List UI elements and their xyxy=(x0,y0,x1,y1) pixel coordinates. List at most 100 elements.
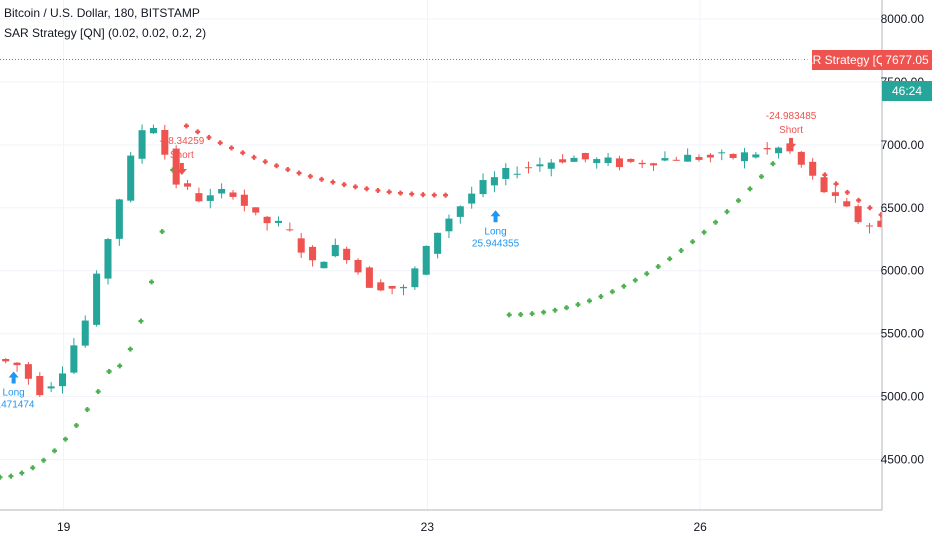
candle-body xyxy=(684,154,692,162)
candle-body xyxy=(524,167,533,169)
candle-body xyxy=(513,173,521,175)
candle-body xyxy=(13,362,21,366)
long-arrow-icon xyxy=(8,371,19,384)
candle-body xyxy=(184,183,192,187)
candle-body xyxy=(320,261,328,269)
candle-body xyxy=(104,239,112,279)
candle-body xyxy=(604,157,612,164)
time-axis-ticks: 19232629Apr691316202327 xyxy=(57,520,707,534)
candle-body xyxy=(172,148,180,185)
candle-body xyxy=(252,207,260,213)
candle-body xyxy=(138,130,146,159)
candle-body xyxy=(93,273,101,325)
price-tick-label: 8000.00 xyxy=(881,12,925,26)
candle-body xyxy=(206,195,214,201)
price-tick-label: 7000.00 xyxy=(881,138,925,152)
candle-body xyxy=(218,189,226,194)
candle-body xyxy=(752,154,760,158)
candle-body xyxy=(809,161,817,176)
short-signal-label: Short xyxy=(170,150,194,161)
candle-body xyxy=(706,154,714,158)
candle-body xyxy=(865,225,874,227)
long-signal-label: Long xyxy=(3,387,25,398)
candle-body xyxy=(47,386,55,389)
candle-body xyxy=(740,152,748,162)
short-arrow-icon xyxy=(176,163,187,176)
short-signal-label: Short xyxy=(779,125,803,136)
candle-body xyxy=(240,194,248,206)
candle-body xyxy=(877,220,885,227)
symbol-title[interactable]: Bitcoin / U.S. Dollar, 180, BITSTAMP xyxy=(4,6,200,20)
candle-body xyxy=(490,177,498,186)
trade-signals: Long.1471474Short-28.34259Long25.944355S… xyxy=(0,111,817,411)
candle-body xyxy=(831,192,839,196)
candle-body xyxy=(593,159,601,164)
price-tick-label: 6000.00 xyxy=(881,264,925,278)
strategy-tag-value: 7677.05 xyxy=(885,53,929,67)
short-signal-value: -28.34259 xyxy=(159,136,204,147)
parabolic-sar-markers xyxy=(0,123,929,480)
candle-body xyxy=(638,162,646,165)
candle-body xyxy=(263,216,271,224)
candle-body xyxy=(377,282,385,291)
candle-body xyxy=(615,158,623,168)
candle-body xyxy=(547,162,555,169)
time-tick-label: 19 xyxy=(57,520,71,534)
candle-body xyxy=(343,248,351,261)
candle-body xyxy=(309,246,317,261)
countdown-value: 46:24 xyxy=(892,84,922,98)
candle-body xyxy=(456,206,464,217)
candle-body xyxy=(422,245,430,275)
candle-body xyxy=(581,152,589,160)
candle-body xyxy=(570,157,578,162)
candle-body xyxy=(115,199,123,239)
candle-body xyxy=(24,364,32,379)
price-tick-label: 5000.00 xyxy=(881,390,925,404)
candle-body xyxy=(559,159,567,163)
indicator-title[interactable]: SAR Strategy [QN] (0.02, 0.02, 0.2, 2) xyxy=(4,26,207,40)
candle-body xyxy=(411,268,419,288)
strategy-tag-label: SAR Strategy [QN] xyxy=(797,53,898,67)
price-tick-label: 5500.00 xyxy=(881,327,925,341)
long-signal-value: .1471474 xyxy=(0,399,35,410)
candle-body xyxy=(286,229,294,231)
candle-body xyxy=(650,163,658,166)
short-signal-value: -24.983485 xyxy=(766,111,817,122)
candle-body xyxy=(434,232,442,254)
candle-body xyxy=(661,158,669,161)
candle-body xyxy=(36,375,44,396)
candle-body xyxy=(672,159,680,161)
candle-body xyxy=(365,267,373,288)
strategy-price-tag[interactable]: SAR Strategy [QN] 7677.05 xyxy=(797,50,932,70)
candle-body xyxy=(149,128,157,134)
candle-body xyxy=(229,192,237,197)
strategy-tag-label-bg xyxy=(812,50,882,70)
candle-body xyxy=(695,156,703,160)
long-signal-value: 25.944355 xyxy=(472,238,520,249)
candle-body xyxy=(127,155,135,201)
candle-body xyxy=(775,147,783,154)
long-signal-label: Long xyxy=(484,226,506,237)
price-tick-label: 4500.00 xyxy=(881,453,925,467)
candle-body xyxy=(161,130,169,155)
long-arrow-icon xyxy=(490,210,501,223)
time-axis-background xyxy=(0,510,882,550)
candle-body xyxy=(479,180,487,195)
candle-body xyxy=(354,259,362,273)
price-tick-label: 6500.00 xyxy=(881,201,925,215)
candle-body xyxy=(70,345,78,373)
candle-body xyxy=(820,177,828,193)
candle-body xyxy=(331,244,339,257)
strategy-tag-value-bg xyxy=(882,50,932,70)
candle-body xyxy=(399,286,408,289)
candle-body xyxy=(58,373,67,387)
countdown-bg xyxy=(882,81,932,101)
candle-body xyxy=(81,320,89,346)
candle-body xyxy=(195,193,203,202)
candle-body xyxy=(843,201,851,207)
candle-body xyxy=(502,167,510,179)
candle-body xyxy=(468,193,476,204)
candle-body xyxy=(297,238,305,253)
